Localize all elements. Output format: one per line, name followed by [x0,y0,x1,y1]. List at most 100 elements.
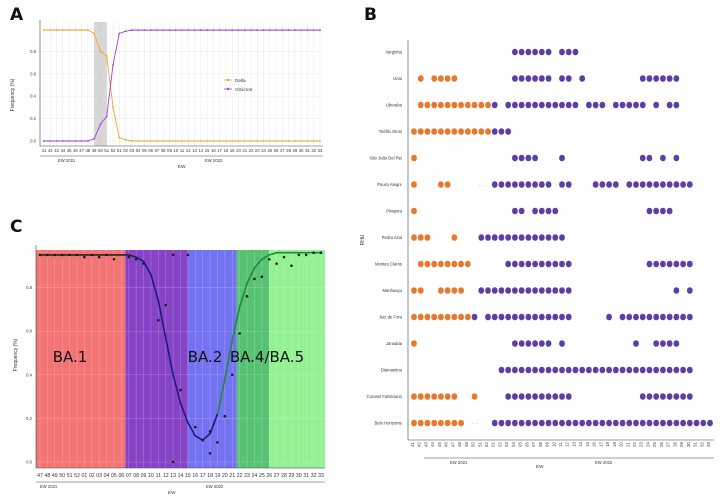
panel-b-omicron-dot [619,313,626,321]
panel-b-omicron-dot [512,340,518,347]
panel-b-omicron-dot [660,366,666,374]
panel-b-omicron-dot [646,154,653,162]
panel-b-omicron-dot [592,181,599,188]
panel-a-xtick-label: 41 [42,148,47,153]
panel-b-delta-dot [464,128,471,135]
panel-b-xtick-label: 52 [484,442,489,447]
panel-b-row-label: Juiz de Fora [379,315,403,320]
panel-b-delta-dot [444,313,451,321]
panel-a-year-labels: EW 2021 EW 2022 [40,155,323,163]
panel-b-omicron-dot [599,101,606,109]
panel-a-point-omicron [168,29,171,32]
panel-b-gap-marker: · · · [472,421,479,426]
panel-b-xtick-label: 22 [632,442,637,447]
panel-b-omicron-dot [498,128,505,135]
panel-b-omicron-dot [559,313,565,321]
panel-a-point-omicron [99,123,102,126]
panel-b-omicron-dot [505,419,512,427]
panel-b-omicron-dot [478,287,485,294]
panel-a-point-delta [300,140,303,142]
panel-b-gap-marker: · · · [479,183,486,188]
panel-b-xtick-label: 06 [524,442,529,447]
panel-b-xtick-label: 01 [491,442,496,447]
panel-b-omicron-dot [660,313,666,321]
panel-a-xtick-label: 12 [186,148,191,153]
panel-b-xtick-label: 45 [437,442,442,447]
panel-b-omicron-dot [538,366,545,374]
panel-b-xtick-label: 03 [504,442,509,447]
panel-b-delta-dot [431,260,438,268]
panel-b-omicron-dot [538,393,545,400]
panel-b-omicron-dot [586,366,592,374]
panel-b-delta-dot [458,128,464,135]
panel-b-omicron-dot [525,234,532,241]
panel-b-omicron-dot [606,181,612,188]
panel-c-point [275,262,278,265]
panel-b-delta-dot [431,313,438,321]
panel-b-omicron-dot [626,181,633,188]
panel-b-omicron-dot [525,366,532,374]
panel-b-omicron-dot [666,75,673,82]
panel-c-xtick-label: 07 [126,473,132,479]
panel-a-y-ticks: 0.0 0.2 0.4 0.6 0.8 [30,49,36,144]
panel-b-xtick-label: 02 [497,442,502,447]
panel-b-omicron-dot [559,260,565,268]
panel-c-point [38,253,42,257]
panel-b-omicron-dot [646,393,653,400]
panel-b-omicron-dot [686,393,693,400]
panel-b-omicron-dot [673,75,680,82]
panel-b-omicron-dot [660,260,666,268]
panel-b-omicron-dot [639,75,646,82]
panel-b-omicron-dot [592,419,599,427]
panel-b-delta-dot [444,181,451,188]
panel-b-omicron-dot [639,101,646,109]
panel-b-omicron-dot [599,419,606,427]
panel-b-omicron-dot [545,419,552,427]
panel-c-xtick-label: 04 [104,473,110,479]
panel-b-year-2022: EW 2022 [595,460,613,465]
panel-a-point-omicron [268,29,271,32]
panel-b-xtick-label: 41 [410,442,415,447]
panel-b-omicron-dot [545,393,552,400]
panel-c-xtick-label: 12 [163,473,169,479]
panel-b-omicron-dot [653,419,660,427]
panel-b-xtick-label: 05 [518,442,523,447]
panel-a-point-omicron [243,29,246,32]
panel-b-omicron-dot [559,419,565,427]
panel-c-point [186,253,190,257]
panel-b-omicron-dot [586,419,592,427]
panel-b-omicron-dot [512,75,518,82]
panel-b-omicron-dot [579,366,586,374]
panel-b-delta-dot [444,101,451,109]
panel-b-omicron-dot [552,419,559,427]
panel-c: C Frequency (%) BA.1 BA.2 BA.4/BA.5 0.0 0.2… [10,217,325,495]
panel-b-omicron-dot [559,181,565,188]
panel-a-xtick-label: 03 [129,148,134,153]
panel-b-delta-dot [444,75,451,82]
panel-b-xtick-label: 11 [558,442,563,447]
panel-a-xtick-label: 15 [205,148,210,153]
panel-b-omicron-dot [572,366,579,374]
panel-b-omicron-dot [518,287,525,294]
panel-b-omicron-dot [505,313,512,321]
panel-b-omicron-dot [559,48,565,56]
panel-b-xtick-label: 08 [538,442,543,447]
panel-a-point-delta [281,140,284,142]
panel-a-point-delta [306,140,309,142]
panel-b-omicron-dot [525,75,532,82]
panel-b-delta-dot [411,340,417,347]
panel-b-delta-dot [444,419,451,427]
panel-b-omicron-dot [586,101,592,109]
panel-a-xtick-label: 09 [167,148,172,153]
panel-a-point-omicron [300,29,303,32]
panel-b-omicron-dot [545,313,552,321]
panel-b-xtick-label: 50 [471,442,476,447]
panel-b-omicron-dot [686,419,693,427]
panel-b-omicron-dot [552,393,559,400]
panel-b-omicron-dot [478,234,485,241]
panel-a-ytick-label: 0.8 [30,49,36,54]
panel-b-xtick-label: 42 [417,442,422,447]
panel-a-xtick-label: 30 [299,148,304,153]
panel-b-omicron-dot [505,260,512,268]
panel-c-year-2021: EW 2021 [40,484,58,489]
